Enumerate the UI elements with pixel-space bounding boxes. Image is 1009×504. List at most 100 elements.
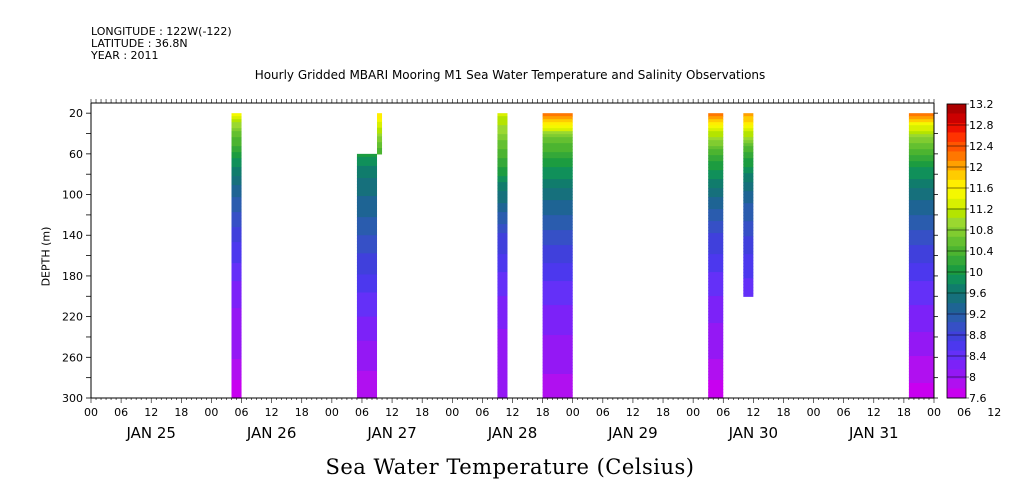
x-hour-tick-label: 12 [144, 406, 158, 419]
data-column-5-cell [708, 356, 724, 360]
data-column-3-cell [497, 113, 508, 117]
data-column-5-cell [708, 299, 724, 303]
data-column-5-cell [708, 251, 724, 255]
data-column-6-cell [743, 266, 754, 270]
data-column-1-cell [356, 253, 378, 257]
data-column-3-cell [497, 203, 508, 207]
data-column-0-cell [231, 227, 242, 231]
data-column-3-cell [497, 227, 508, 231]
data-column-3-cell [497, 224, 508, 228]
data-column-4-cell [542, 380, 573, 384]
data-column-6-cell [743, 137, 754, 141]
data-column-5-cell [708, 236, 724, 240]
data-column-5-cell [708, 212, 724, 216]
y-tick-label: 220 [62, 311, 83, 324]
colorbar-swatch [947, 360, 966, 370]
data-column-5-cell [708, 338, 724, 342]
data-column-5-cell [708, 182, 724, 186]
data-column-4-cell [542, 242, 573, 246]
data-column-7-cell [908, 161, 934, 165]
data-column-4-cell [542, 140, 573, 144]
data-column-7-cell [908, 146, 934, 150]
data-column-3-cell [497, 116, 508, 120]
data-column-4-cell [542, 263, 573, 267]
data-column-3-cell [497, 293, 508, 297]
data-column-4-cell [542, 296, 573, 300]
data-column-1-cell [356, 208, 378, 212]
colorbar-swatch [947, 141, 966, 152]
data-column-7-cell [908, 128, 934, 132]
data-column-7-cell [908, 194, 934, 198]
data-column-1-cell [356, 220, 378, 224]
data-column-0-cell [231, 170, 242, 174]
data-column-0-cell [231, 395, 242, 399]
data-column-3-cell [497, 233, 508, 237]
data-column-6-cell [743, 260, 754, 264]
data-column-5-cell [708, 149, 724, 153]
data-column-6-cell [743, 140, 754, 144]
data-column-6-cell [743, 128, 754, 132]
data-column-5-cell [708, 284, 724, 288]
data-column-6-cell [743, 257, 754, 261]
data-column-1-cell [356, 364, 378, 369]
data-column-1-cell [356, 388, 378, 393]
x-hour-tick-label: 00 [204, 406, 218, 419]
data-column-3-cell [497, 215, 508, 219]
x-hour-tick-label: 12 [265, 406, 279, 419]
data-column-6-cell [743, 218, 754, 222]
data-column-0-cell [231, 128, 242, 132]
data-column-4-cell [542, 368, 573, 372]
data-column-3-cell [497, 329, 508, 333]
data-column-1-cell [356, 283, 378, 288]
data-column-0-cell [231, 320, 242, 324]
data-column-3-cell [497, 149, 508, 153]
data-column-5-cell [708, 290, 724, 294]
data-column-7-cell [908, 137, 934, 141]
data-column-4-cell [542, 281, 573, 285]
data-column-3-cell [497, 206, 508, 210]
x-hour-tick-label: 06 [957, 406, 971, 419]
x-hour-tick-label: 00 [325, 406, 339, 419]
data-column-7-cell [908, 371, 934, 375]
data-column-1-cell [356, 256, 378, 260]
data-column-7-cell [908, 257, 934, 261]
data-column-5-cell [708, 239, 724, 243]
colorbar-label: 7.6 [969, 392, 987, 405]
data-column-0-cell [231, 185, 242, 189]
data-column-1-cell [356, 286, 378, 291]
data-column-0-cell [231, 386, 242, 390]
data-column-3-cell [497, 389, 508, 393]
data-column-1-cell [356, 379, 378, 384]
data-column-6-cell [743, 173, 754, 177]
data-column-4-cell [542, 215, 573, 219]
data-column-0-cell [231, 275, 242, 279]
data-column-0-cell [231, 353, 242, 357]
data-column-4-cell [542, 299, 573, 303]
data-column-3-cell [497, 230, 508, 234]
data-column-3-cell [497, 176, 508, 180]
data-column-5-cell [708, 395, 724, 399]
data-column-0-cell [231, 260, 242, 264]
data-column-7-cell [908, 389, 934, 393]
data-column-5-cell [708, 392, 724, 396]
data-column-3-cell [497, 257, 508, 261]
data-column-5-cell [708, 374, 724, 378]
data-column-4-cell [542, 254, 573, 258]
data-column-0-cell [231, 245, 242, 249]
colorbar-label: 11.2 [969, 203, 994, 216]
data-column-6-cell [743, 149, 754, 153]
x-hour-tick-label: 06 [596, 406, 610, 419]
data-column-0-cell [231, 323, 242, 327]
data-column-3-cell [497, 344, 508, 348]
x-hour-tick-label: 06 [235, 406, 249, 419]
x-hour-tick-label: 18 [897, 406, 911, 419]
data-column-3-cell [497, 386, 508, 390]
data-column-4-cell [542, 308, 573, 312]
data-column-0-cell [231, 329, 242, 333]
data-column-7-cell [908, 149, 934, 153]
data-column-5-cell [708, 302, 724, 306]
data-column-1-cell [356, 187, 378, 191]
data-column-1-cell [356, 238, 378, 242]
colorbar-swatch [947, 274, 966, 285]
